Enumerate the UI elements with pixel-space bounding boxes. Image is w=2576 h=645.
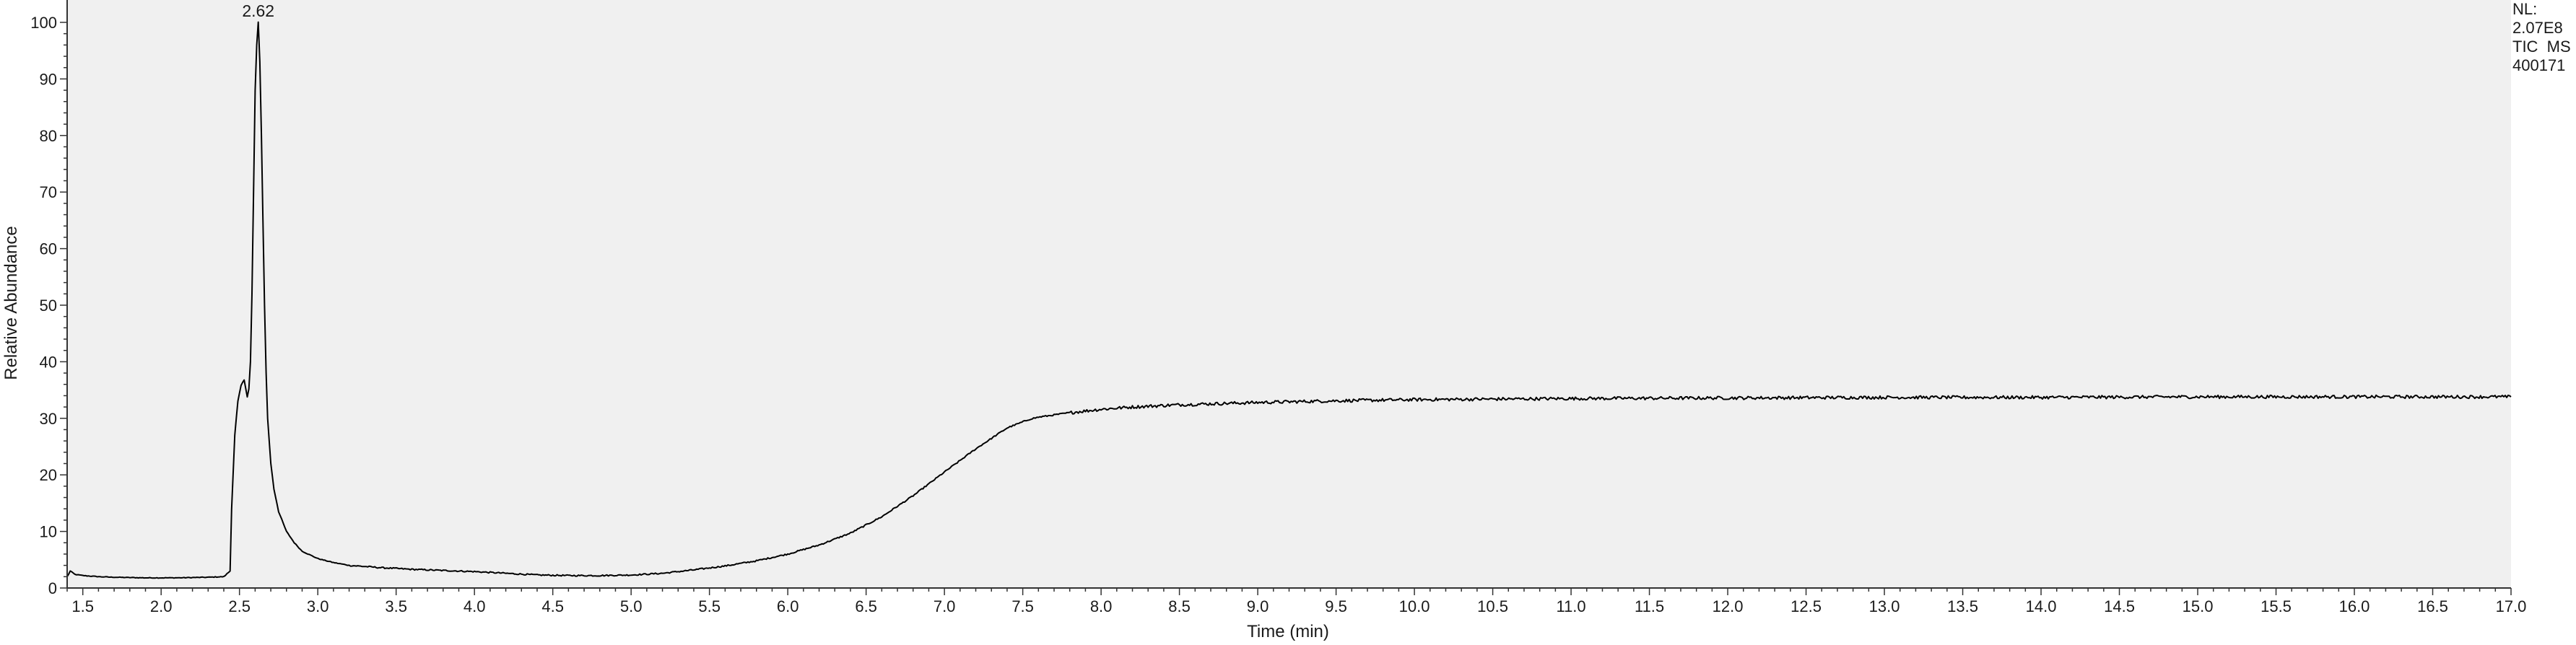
x-tick-label: 10.5 (1477, 597, 1508, 615)
y-tick-label: 70 (40, 183, 57, 201)
x-tick-label: 10.0 (1399, 597, 1430, 615)
x-tick-label: 2.5 (228, 597, 251, 615)
y-tick-label: 80 (40, 127, 57, 145)
x-tick-label: 3.0 (307, 597, 329, 615)
x-tick-label: 15.0 (2183, 597, 2214, 615)
x-tick-label: 14.0 (2026, 597, 2057, 615)
tic-trace (66, 21, 2512, 579)
x-tick-label: 13.5 (1947, 597, 1978, 615)
y-tick-label: 100 (30, 14, 57, 32)
x-tick-label: 16.5 (2417, 597, 2448, 615)
x-tick-label: 9.0 (1247, 597, 1269, 615)
x-tick-label: 11.0 (1556, 597, 1585, 615)
y-tick-label: 40 (40, 353, 57, 371)
x-axis-label: Time (min) (1247, 622, 1329, 641)
y-axis-label: Relative Abundance (1, 226, 21, 380)
x-tick-label: 9.5 (1325, 597, 1347, 615)
info-label-scale: 2.07E8 (2512, 19, 2563, 37)
trace-group (66, 21, 2512, 579)
y-tick-label: 30 (40, 410, 57, 428)
y-tick-label: 90 (40, 70, 57, 88)
x-axis-ticks: 1.5 2.0 2.5 3.0 3.5 4.0 4.5 5.0 5.5 6.0 6.5 7.0 7.5 8… (66, 588, 2527, 615)
info-box: NL: 2.07E8 TIC MS 400171 (2512, 0, 2571, 74)
x-tick-label: 8.0 (1090, 597, 1113, 615)
x-tick-label: 5.5 (698, 597, 721, 615)
x-tick-label: 15.5 (2260, 597, 2292, 615)
y-tick-label: 50 (40, 297, 57, 315)
peak-label: 2.62 (242, 1, 274, 20)
info-label-sample-id: 400171 (2512, 56, 2565, 74)
x-tick-label: 5.0 (620, 597, 643, 615)
x-tick-label: 11.5 (1635, 597, 1664, 615)
info-label-nl: NL: (2512, 0, 2537, 18)
peak-annotations: 2.62 (242, 1, 274, 20)
x-tick-label: 14.5 (2104, 597, 2135, 615)
y-tick-label: 0 (48, 579, 57, 597)
plot-area (67, 0, 2511, 588)
x-tick-label: 2.0 (150, 597, 173, 615)
x-tick-label: 16.0 (2339, 597, 2370, 615)
x-tick-label: 6.0 (777, 597, 799, 615)
x-tick-label: 3.5 (385, 597, 407, 615)
x-tick-label: 17.0 (2496, 597, 2527, 615)
x-tick-label: 4.0 (464, 597, 486, 615)
x-tick-label: 12.5 (1790, 597, 1822, 615)
y-axis-ticks: 0 10 20 30 40 50 60 70 80 90 100 (30, 14, 67, 597)
x-tick-label: 8.5 (1168, 597, 1191, 615)
y-tick-label: 10 (40, 523, 57, 541)
x-tick-label: 7.0 (934, 597, 956, 615)
y-tick-label: 60 (40, 240, 57, 258)
x-tick-label: 6.5 (855, 597, 877, 615)
x-tick-label: 12.0 (1713, 597, 1744, 615)
x-tick-label: 4.5 (541, 597, 564, 615)
y-tick-label: 20 (40, 466, 57, 484)
x-tick-label: 1.5 (71, 597, 94, 615)
x-tick-label: 13.0 (1869, 597, 1900, 615)
x-tick-label: 7.5 (1011, 597, 1034, 615)
info-label-scan-type: TIC MS (2512, 38, 2571, 56)
